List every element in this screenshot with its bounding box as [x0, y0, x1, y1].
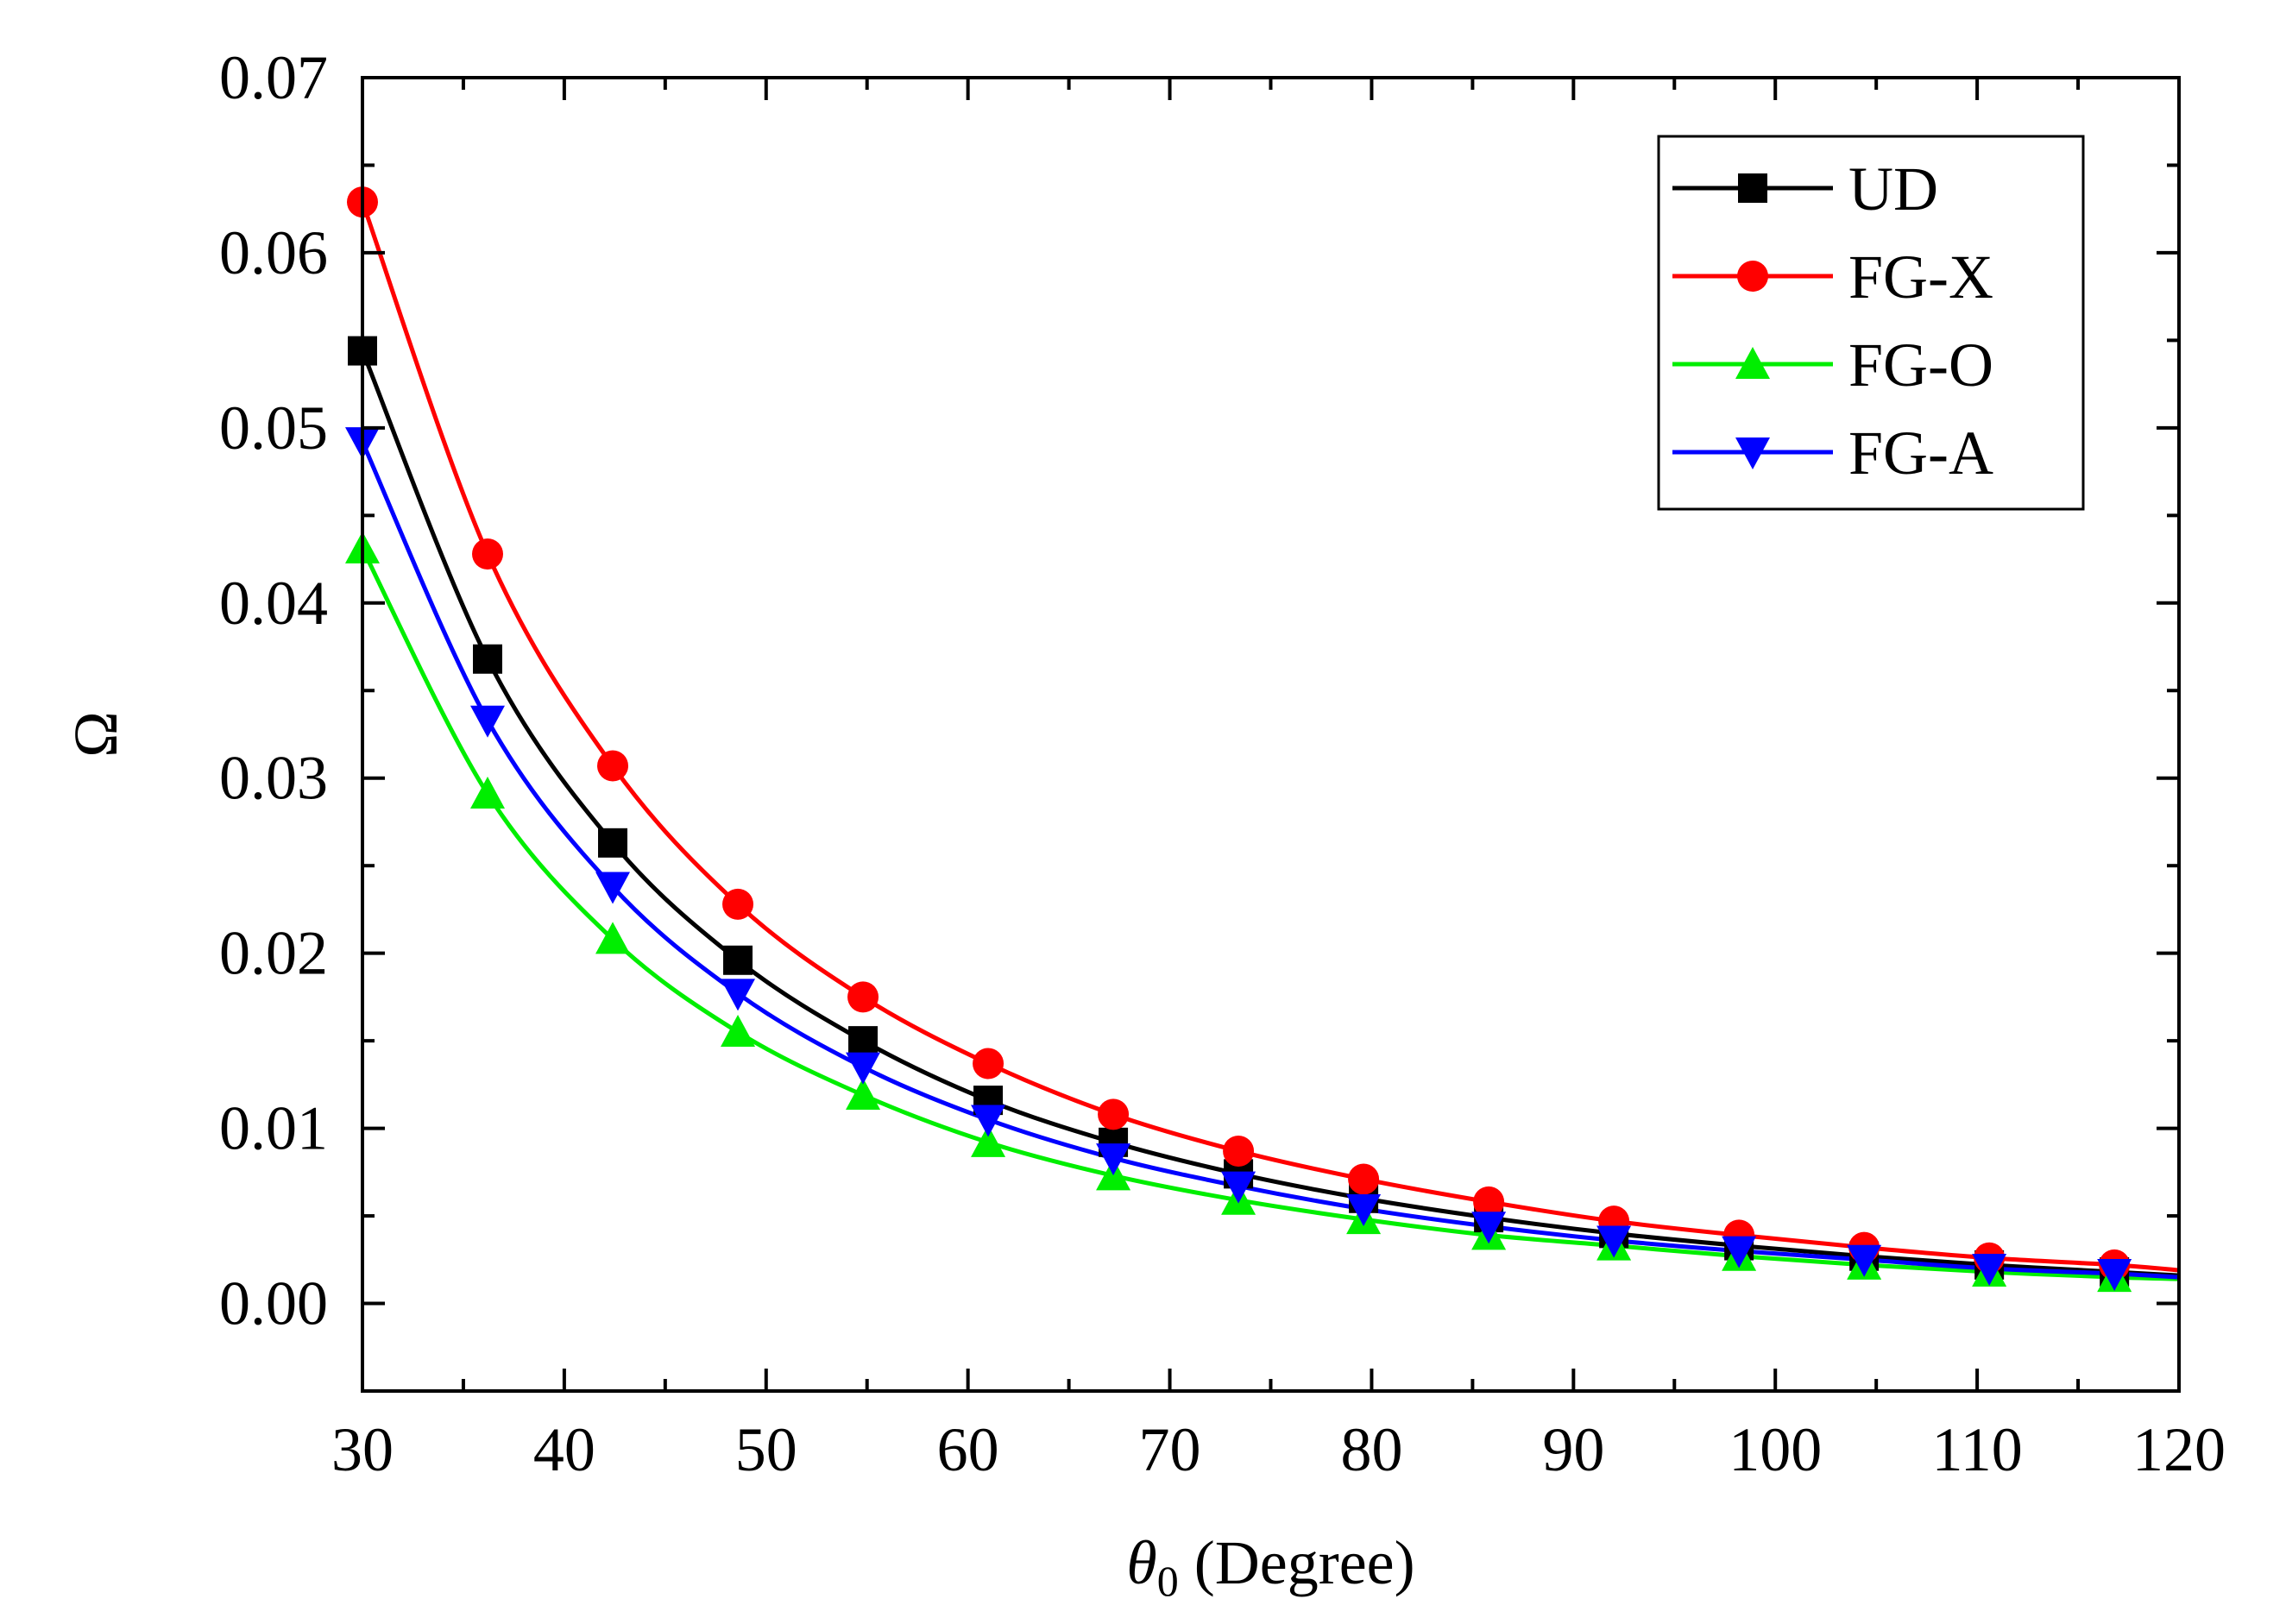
marker-fg-a [721, 979, 756, 1011]
series-markers [345, 186, 2132, 1293]
marker-ud [848, 1026, 879, 1056]
marker-fg-a [971, 1105, 1006, 1137]
legend-marker-fg-a [1735, 437, 1770, 469]
y-tick-labels: 0.00 0.01 0.02 0.03 0.04 0.05 0.06 0.07 [219, 43, 328, 1338]
legend-box [1657, 135, 2085, 511]
marker-fg-a [1221, 1171, 1256, 1204]
marker-ud [473, 644, 503, 674]
marker-fg-x [1223, 1135, 1255, 1167]
x-tick-label: 30 [331, 1415, 394, 1484]
x-tick-label: 50 [735, 1415, 797, 1484]
marker-fg-a [1972, 1253, 2007, 1286]
legend-label-ud: UD [1848, 154, 1938, 223]
legend-marker-fg-o [1735, 347, 1770, 379]
x-tick-label: 80 [1340, 1415, 1402, 1484]
x-axis-unit: (Degree) [1179, 1528, 1415, 1597]
marker-fg-x [472, 538, 504, 570]
legend-label-fg-x: FG-X [1848, 242, 1993, 312]
x-axis-subscript: 0 [1157, 1557, 1179, 1605]
marker-fg-a [1471, 1212, 1507, 1244]
marker-fg-x [973, 1048, 1004, 1080]
x-tick-label: 110 [1931, 1415, 2022, 1484]
marker-ud [723, 945, 753, 975]
y-tick-label: 0.00 [219, 1269, 328, 1338]
marker-fg-a [595, 872, 631, 904]
marker-fg-a [470, 705, 506, 738]
marker-ud [598, 828, 628, 858]
legend-label-fg-a: FG-A [1848, 419, 1993, 488]
marker-fg-a [2097, 1259, 2132, 1292]
y-tick-label: 0.04 [219, 569, 328, 638]
marker-fg-o [971, 1124, 1006, 1157]
axis-ticks [361, 76, 2181, 1393]
marker-fg-x [597, 750, 629, 782]
y-tick-label: 0.07 [219, 43, 328, 112]
legend-label-fg-o: FG-O [1848, 330, 1993, 400]
marker-fg-x [1098, 1098, 1130, 1130]
x-tick-label: 120 [2132, 1415, 2226, 1484]
marker-fg-o [846, 1078, 881, 1111]
marker-fg-x [847, 981, 879, 1013]
x-tick-labels: 30 40 50 60 70 80 90 100 110 120 [331, 1415, 2226, 1484]
legend-marker-ud [1738, 173, 1767, 203]
y-tick-label: 0.05 [219, 393, 328, 463]
x-tick-label: 70 [1139, 1415, 1201, 1484]
y-tick-label: 0.01 [219, 1094, 328, 1163]
legend: UD FG-X FG-O FG-A [1657, 135, 2085, 511]
x-tick-label: 90 [1542, 1415, 1604, 1484]
marker-fg-x [1473, 1186, 1505, 1218]
marker-fg-a [846, 1052, 881, 1085]
marker-fg-o [470, 776, 506, 809]
x-tick-label: 40 [533, 1415, 595, 1484]
legend-marker-fg-x [1737, 261, 1768, 292]
marker-fg-o [721, 1014, 756, 1047]
marker-fg-a [1847, 1244, 1882, 1277]
marker-fg-a [1596, 1225, 1632, 1258]
marker-fg-a [1346, 1193, 1382, 1226]
marker-fg-x [1348, 1163, 1380, 1195]
x-axis-title: θ0 (Degree) [1126, 1528, 1414, 1605]
marker-fg-a [1096, 1143, 1131, 1176]
marker-fg-x [722, 888, 754, 920]
x-tick-label: 60 [937, 1415, 999, 1484]
y-axis-title: Ω [61, 711, 130, 758]
y-tick-label: 0.06 [219, 218, 328, 287]
marker-fg-a [1722, 1236, 1757, 1268]
y-tick-label: 0.02 [219, 919, 328, 988]
marker-fg-o [595, 922, 631, 954]
x-tick-label: 100 [1729, 1415, 1822, 1484]
series-line-fg-o [360, 547, 2180, 1281]
y-tick-label: 0.03 [219, 744, 328, 813]
x-axis-symbol: θ [1126, 1528, 1156, 1597]
series-line-fg-a [360, 441, 2180, 1280]
